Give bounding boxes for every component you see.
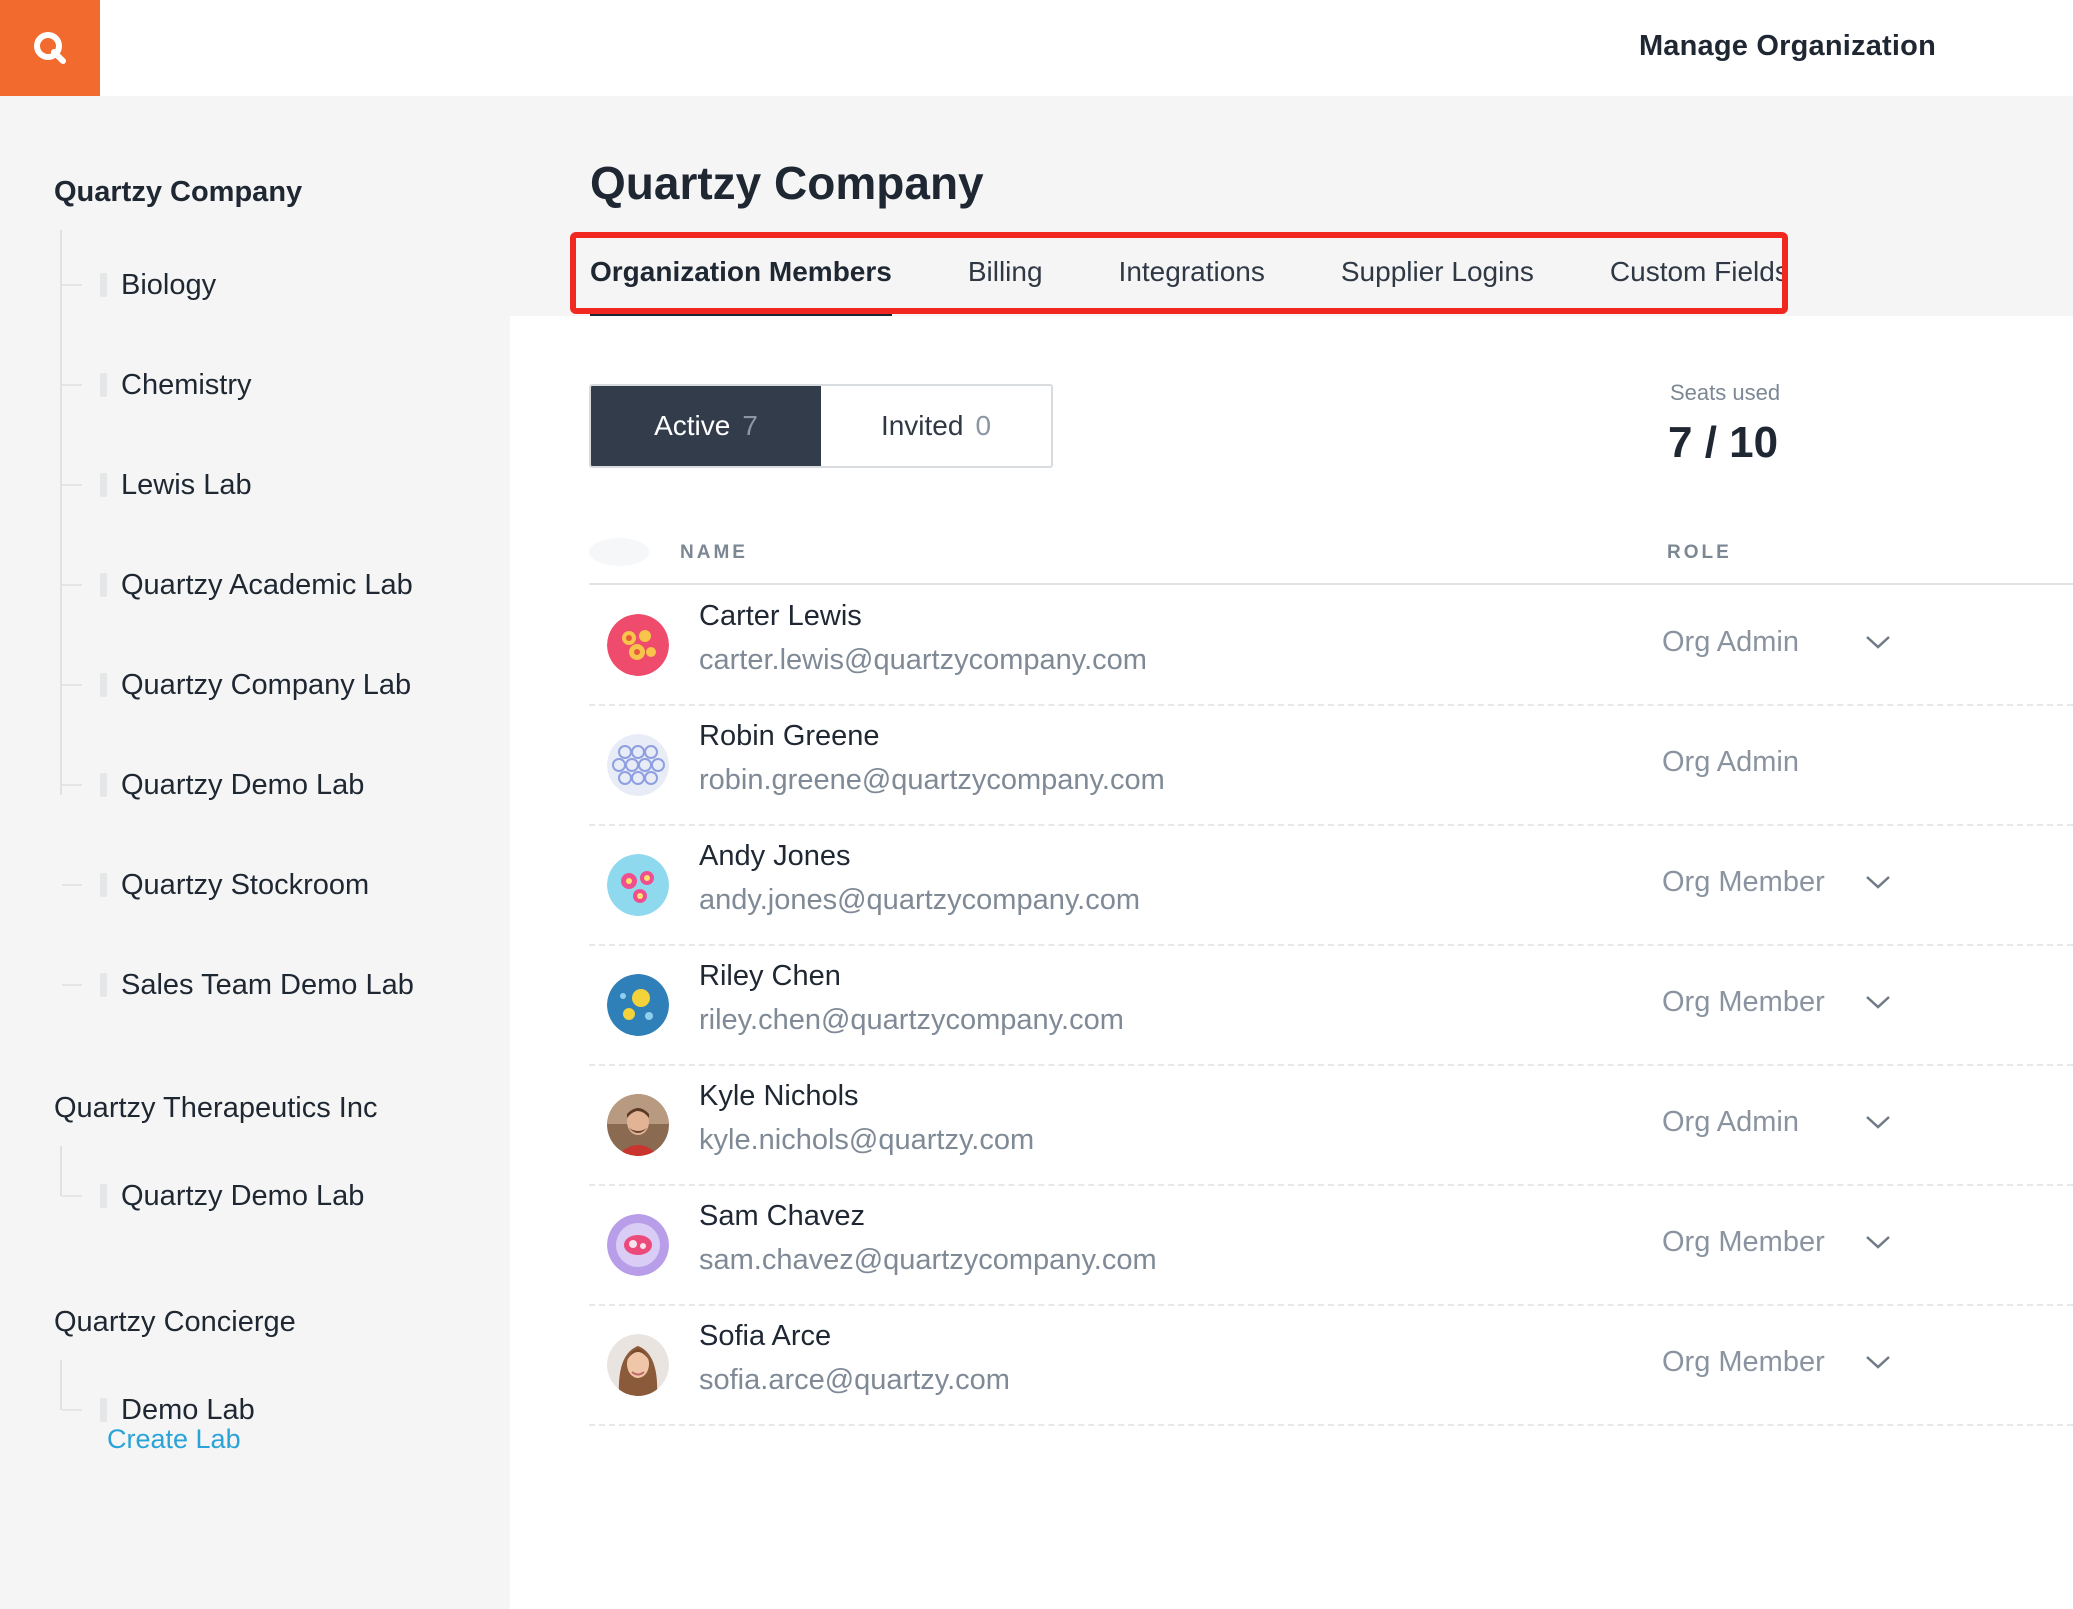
member-name: Sofia Arce: [699, 1320, 832, 1352]
sidebar-lab-label: Quartzy Stockroom: [121, 868, 370, 901]
cell-cyan-avatar: [607, 854, 669, 916]
manage-organization-link[interactable]: Manage Organization: [1638, 30, 1936, 62]
member-email: sofia.arce@quartzy.com: [699, 1364, 1010, 1396]
member-role-text: Org Admin: [1662, 746, 1799, 778]
table-row: Robin Greene robin.greene@quartzycompany…: [589, 706, 2073, 826]
sidebar-lab-label: Quartzy Company Lab: [121, 668, 412, 701]
cell-red-avatar: [607, 614, 669, 676]
seats-used-label: Seats used: [1670, 380, 1781, 405]
quartzy-logo-icon: [34, 32, 66, 64]
chevron-down-icon[interactable]: [1863, 1230, 1893, 1254]
member-email: carter.lewis@quartzycompany.com: [699, 644, 1147, 676]
table-row: Riley Chen riley.chen@quartzycompany.com…: [589, 946, 2073, 1066]
page-title: Quartzy Company: [590, 157, 984, 209]
tab-bar: Organization Members Billing Integration…: [590, 256, 1789, 316]
table-row: Andy Jones andy.jones@quartzycompany.com…: [589, 826, 2073, 946]
sidebar-lab-item[interactable]: Quartzy Academic Lab: [62, 565, 413, 605]
sidebar-lab-label: Quartzy Demo Lab: [121, 1179, 365, 1212]
sidebar-org-quartzy-company: Quartzy Company Biology Chemistry Lewis …: [54, 176, 414, 1001]
sidebar-tree: Quartzy Demo Lab: [60, 1146, 364, 1212]
sidebar-org-quartzy-therapeutics: Quartzy Therapeutics Inc Quartzy Demo La…: [54, 1092, 378, 1212]
table-row: Carter Lewis carter.lewis@quartzycompany…: [589, 586, 2073, 706]
sidebar-lab-item[interactable]: Sales Team Demo Lab: [62, 965, 414, 1005]
tab-supplier-logins[interactable]: Supplier Logins: [1340, 256, 1534, 287]
tab-custom-fields[interactable]: Custom Fields: [1609, 256, 1789, 287]
tab-billing[interactable]: Billing: [967, 256, 1043, 287]
sidebar-org-quartzy-concierge: Quartzy Concierge Demo Lab: [54, 1306, 296, 1426]
invited-filter-button[interactable]: Invited 0: [821, 386, 1051, 466]
sidebar-org-name[interactable]: Quartzy Company: [54, 176, 303, 208]
sidebar-lab-label: Demo Lab: [121, 1393, 255, 1426]
tab-organization-members[interactable]: Organization Members: [590, 256, 892, 316]
member-name: Andy Jones: [699, 840, 851, 872]
sidebar-lab-label: Quartzy Demo Lab: [121, 768, 365, 801]
sidebar-lab-item[interactable]: Quartzy Demo Lab: [62, 1176, 364, 1216]
photo-woman-avatar: [607, 1334, 669, 1396]
sidebar-lab-label: Biology: [121, 268, 217, 301]
member-email: andy.jones@quartzycompany.com: [699, 884, 1141, 916]
sidebar-lab-item[interactable]: Quartzy Demo Lab: [62, 765, 364, 805]
sidebar-lab-label: Lewis Lab: [121, 468, 252, 501]
photo-man-avatar: [607, 1094, 669, 1156]
members-panel: [510, 316, 2073, 1609]
column-header-name: NAME: [680, 542, 748, 563]
create-lab-link[interactable]: Create Lab: [107, 1424, 241, 1454]
active-filter-button[interactable]: Active 7: [591, 386, 821, 466]
sidebar-lab-label: Quartzy Academic Lab: [121, 568, 413, 601]
member-role-select[interactable]: Org Member: [1662, 866, 1825, 898]
sidebar-lab-item[interactable]: Chemistry: [62, 365, 252, 405]
member-email: kyle.nichols@quartzy.com: [699, 1124, 1035, 1156]
member-email: sam.chavez@quartzycompany.com: [699, 1244, 1157, 1276]
table-row: Sam Chavez sam.chavez@quartzycompany.com…: [589, 1186, 2073, 1306]
member-name: Carter Lewis: [699, 600, 862, 632]
top-bar: Manage Organization: [0, 0, 2073, 96]
table-row: Kyle Nichols kyle.nichols@quartzy.com Or…: [589, 1066, 2073, 1186]
member-role-select[interactable]: Org Admin: [1662, 626, 1799, 658]
chevron-down-icon[interactable]: [1863, 1110, 1893, 1134]
select-all-placeholder: [589, 538, 649, 566]
chevron-down-icon[interactable]: [1863, 630, 1893, 654]
chevron-down-icon[interactable]: [1863, 1350, 1893, 1374]
active-count: 7: [742, 410, 758, 441]
sidebar-tree: Demo Lab: [60, 1360, 255, 1426]
sidebar-lab-label: Sales Team Demo Lab: [121, 968, 414, 1001]
invited-count: 0: [975, 410, 992, 441]
member-name: Kyle Nichols: [699, 1080, 859, 1112]
cell-hex-avatar: [607, 734, 669, 796]
sidebar-lab-item[interactable]: Demo Lab: [62, 1390, 255, 1430]
member-name: Riley Chen: [699, 960, 841, 992]
member-email: robin.greene@quartzycompany.com: [699, 764, 1165, 796]
chevron-down-icon[interactable]: [1863, 870, 1893, 894]
sidebar-lab-item[interactable]: Quartzy Company Lab: [62, 665, 411, 705]
member-role-select[interactable]: Org Admin: [1662, 1106, 1799, 1138]
sidebar-lab-label: Chemistry: [121, 368, 252, 401]
sidebar-tree: Biology Chemistry Lewis Lab Quartzy Acad…: [60, 230, 414, 1001]
seats-used-value: 7 / 10: [1668, 418, 1779, 467]
invited-filter-label: Invited: [880, 410, 964, 441]
table-header-divider: [589, 583, 2073, 585]
cell-purple-avatar: [607, 1214, 669, 1276]
member-status-toggle: Active 7 Invited 0: [589, 384, 1053, 468]
sidebar-lab-item[interactable]: Lewis Lab: [62, 465, 252, 505]
member-role-select[interactable]: Org Member: [1662, 1226, 1825, 1258]
chevron-down-icon[interactable]: [1863, 990, 1893, 1014]
member-name: Sam Chavez: [699, 1200, 866, 1232]
table-row: Sofia Arce sofia.arce@quartzy.com Org Me…: [589, 1306, 2073, 1426]
member-role-select[interactable]: Org Member: [1662, 1346, 1825, 1378]
member-email: riley.chen@quartzycompany.com: [699, 1004, 1124, 1036]
cell-blue-avatar: [607, 974, 669, 1036]
member-role-select[interactable]: Org Member: [1662, 986, 1825, 1018]
column-header-role: ROLE: [1667, 542, 1732, 563]
quartzy-logo[interactable]: [0, 0, 100, 96]
sidebar-org-name[interactable]: Quartzy Therapeutics Inc: [54, 1092, 378, 1124]
sidebar-org-name[interactable]: Quartzy Concierge: [54, 1306, 296, 1338]
member-name: Robin Greene: [699, 720, 880, 752]
sidebar: Quartzy Company Biology Chemistry Lewis …: [0, 96, 510, 1609]
sidebar-lab-item[interactable]: Biology: [62, 265, 216, 305]
sidebar-lab-item[interactable]: Quartzy Stockroom: [62, 865, 369, 905]
active-filter-label: Active: [654, 410, 731, 441]
tab-integrations[interactable]: Integrations: [1118, 256, 1265, 287]
